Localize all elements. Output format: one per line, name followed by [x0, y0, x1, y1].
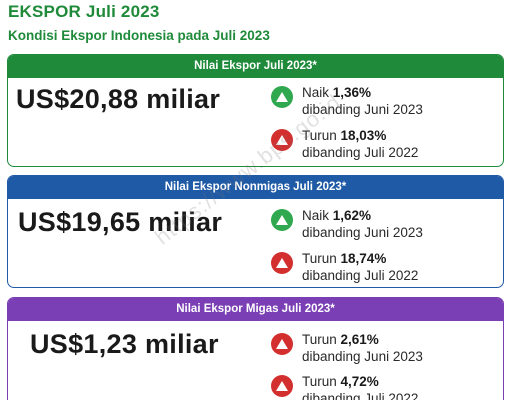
stat-compare: dibanding Juli 2022 — [302, 268, 419, 283]
up-arrow-icon — [271, 209, 293, 231]
stat-monthly: Naik 1,36% dibanding Juni 2023 — [271, 85, 501, 125]
down-arrow-icon — [271, 375, 293, 397]
export-value: US$19,65 miliar — [18, 207, 223, 237]
down-arrow-icon — [271, 129, 293, 151]
stat-change: Naik 1,62% — [302, 208, 372, 223]
stat-change: Turun 18,03% — [302, 128, 387, 143]
export-migas-card: Nilai Ekspor Migas Juli 2023* US$1,23 mi… — [7, 297, 504, 400]
stat-compare: dibanding Juni 2023 — [302, 225, 423, 240]
stat-change: Naik 1,36% — [302, 85, 372, 100]
stat-change: Turun 2,61% — [302, 332, 379, 347]
stat-compare: dibanding Juli 2022 — [302, 145, 419, 160]
stat-yearly: Turun 4,72% dibanding Juli 2022 — [271, 374, 501, 400]
page-subtitle: Kondisi Ekspor Indonesia pada Juli 2023 — [8, 28, 270, 43]
export-value: US$1,23 miliar — [30, 329, 219, 359]
stat-monthly: Naik 1,62% dibanding Juni 2023 — [271, 208, 501, 248]
down-arrow-icon — [271, 252, 293, 274]
down-arrow-icon — [271, 333, 293, 355]
stat-yearly: Turun 18,74% dibanding Juli 2022 — [271, 251, 501, 287]
export-value: US$20,88 miliar — [16, 84, 221, 114]
stat-yearly: Turun 18,03% dibanding Juli 2022 — [271, 128, 501, 166]
stat-change: Turun 4,72% — [302, 374, 379, 389]
page-title: EKSPOR Juli 2023 — [8, 2, 160, 21]
export-nonmigas-card: Nilai Ekspor Nonmigas Juli 2023* US$19,6… — [7, 175, 504, 288]
card-heading: Nilai Ekspor Migas Juli 2023* — [8, 298, 503, 321]
export-total-card: Nilai Ekspor Juli 2023* US$20,88 miliar … — [7, 54, 504, 167]
stat-compare: dibanding Juni 2023 — [302, 102, 423, 117]
stat-monthly: Turun 2,61% dibanding Juni 2023 — [271, 332, 501, 372]
stat-compare: dibanding Juli 2022 — [302, 391, 419, 400]
stat-compare: dibanding Juni 2023 — [302, 349, 423, 364]
card-heading: Nilai Ekspor Nonmigas Juli 2023* — [8, 176, 503, 199]
up-arrow-icon — [271, 86, 293, 108]
stat-change: Turun 18,74% — [302, 251, 387, 266]
card-heading: Nilai Ekspor Juli 2023* — [8, 55, 503, 78]
